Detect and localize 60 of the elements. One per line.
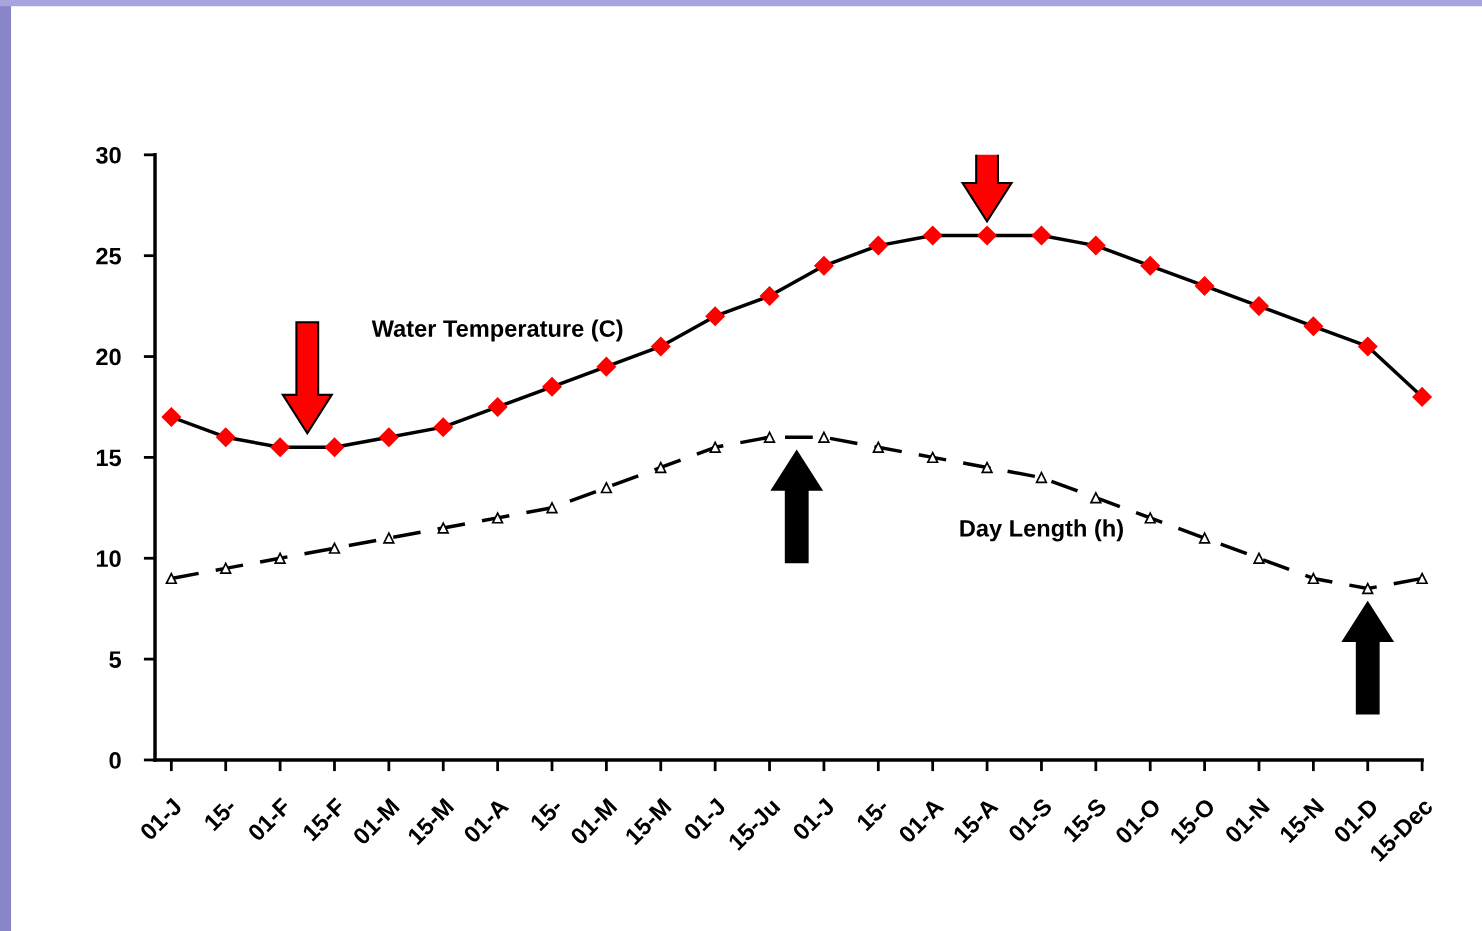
y-tick-label: 10 xyxy=(96,550,121,568)
point xyxy=(1140,256,1160,276)
y-tick-label: 15 xyxy=(96,449,122,467)
point xyxy=(926,451,939,464)
point xyxy=(981,461,993,474)
point xyxy=(274,552,286,564)
point xyxy=(1253,552,1265,564)
point xyxy=(433,417,453,437)
point xyxy=(1362,582,1374,595)
point xyxy=(1086,235,1106,256)
point xyxy=(328,542,341,554)
point xyxy=(1035,471,1048,484)
point xyxy=(161,407,182,427)
point xyxy=(324,437,345,457)
point xyxy=(814,256,834,276)
y-tick-label: 20 xyxy=(96,348,121,366)
point xyxy=(1198,532,1211,544)
point xyxy=(487,397,508,417)
point xyxy=(165,572,178,585)
point xyxy=(977,225,997,246)
point xyxy=(651,336,671,357)
point xyxy=(383,532,395,544)
series-label: Day Length (h) xyxy=(960,519,1123,542)
point xyxy=(220,562,232,575)
point xyxy=(1416,572,1428,585)
y-tick-label: 25 xyxy=(96,247,122,265)
x-tick-label: 15- xyxy=(855,797,890,832)
point xyxy=(1307,572,1320,585)
point xyxy=(1358,336,1378,357)
point xyxy=(655,461,667,474)
point xyxy=(491,512,504,524)
point xyxy=(379,427,399,447)
point xyxy=(709,441,721,454)
y-tick-label: 30 xyxy=(95,146,121,164)
point xyxy=(818,431,830,443)
point xyxy=(542,377,562,397)
point xyxy=(923,225,943,246)
point xyxy=(705,306,725,326)
point xyxy=(1303,316,1324,336)
point xyxy=(763,431,776,443)
point xyxy=(437,522,449,534)
point xyxy=(872,441,884,454)
point xyxy=(1090,492,1102,504)
point xyxy=(868,235,888,256)
point xyxy=(1194,276,1215,296)
series-label: Water Temperature (C) xyxy=(371,319,623,342)
point xyxy=(546,502,558,514)
point xyxy=(1144,512,1156,524)
point xyxy=(1412,387,1432,407)
point xyxy=(596,356,617,377)
x-tick-label: 15- xyxy=(203,797,238,832)
point xyxy=(759,286,780,306)
y-tick-label: 0 xyxy=(109,752,121,769)
point xyxy=(1031,225,1052,246)
point xyxy=(270,437,290,457)
point xyxy=(600,481,613,494)
point xyxy=(216,427,236,447)
x-tick-label: 15- xyxy=(529,797,564,832)
point xyxy=(1249,296,1269,316)
y-tick-label: 5 xyxy=(109,651,122,668)
